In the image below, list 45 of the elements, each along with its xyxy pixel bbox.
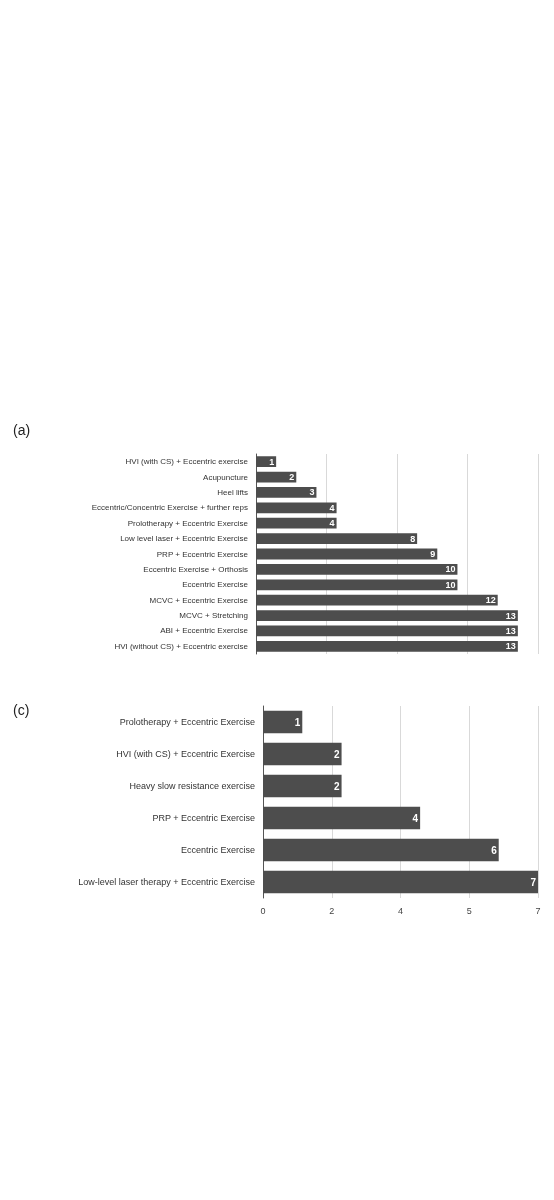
y-tick-label: Low-level laser therapy + Eccentric Exercise (78, 877, 255, 887)
data-label: 6 (491, 844, 498, 856)
data-label: 2 (289, 472, 295, 483)
text: (c) (13, 702, 30, 718)
x-tick-label: 4 (397, 905, 404, 916)
y-tick-label: Prolotherapy + Eccentric Exercise (127, 518, 249, 528)
data-label: 10 (445, 564, 456, 575)
y-tick-label: PRP + Eccentric Exercise (152, 813, 255, 823)
data-label: 8 (410, 533, 416, 544)
y-tick-label: HVI (with CS) + Eccentric Exercise (116, 749, 255, 759)
x-tick-label: 7 (535, 905, 541, 916)
x-tick-label: 2 (329, 905, 335, 916)
data-label: 4 (329, 518, 335, 529)
x-tick-label: 5 (466, 905, 472, 916)
data-label: 13 (505, 610, 516, 621)
data-label: 4 (329, 502, 335, 513)
data-label: 7 (530, 876, 537, 888)
data-label: 1 (269, 456, 275, 467)
y-tick-label: Prolotherapy + Eccentric Exercise (119, 717, 255, 727)
data-label: 13 (505, 625, 516, 636)
y-tick-label: Low level laser + Eccentric Exercise (120, 534, 249, 544)
y-tick-label: MCVC + Stretching (179, 611, 248, 621)
data-label: 1 (294, 716, 301, 728)
y-tick-label: Eccentric Exercise (182, 580, 249, 590)
y-tick-label: Heavy slow resistance exercise (129, 781, 255, 791)
y-tick-label: Eccentric/Concentric Exercise + further reps (91, 503, 248, 513)
data-label: 13 (505, 641, 516, 652)
y-tick-label: PRP + Eccentric Exercise (156, 549, 249, 559)
data-label: 12 (485, 595, 496, 606)
y-tick-label: MCVC + Eccentric Exercise (149, 595, 249, 605)
y-tick-label: HVI (with CS) + Eccentric exercise (125, 457, 249, 467)
data-label: 9 (430, 549, 436, 559)
y-tick-label: Eccentric Exercise (180, 845, 255, 855)
y-tick-label: ABI + Eccentric Exercise (160, 626, 249, 636)
text: (a) (13, 422, 31, 438)
y-tick-label: HVI (without CS) + Eccentric exercise (114, 641, 249, 651)
y-tick-label: Eccentric Exercise + Orthosis (143, 564, 248, 574)
data-label: 4 (412, 812, 419, 824)
data-label: 2 (334, 748, 341, 760)
data-label: 3 (309, 487, 315, 498)
y-tick-label: Heel lifts (217, 487, 248, 497)
x-tick-label: 0 (260, 905, 266, 916)
y-tick-label: Acupuncture (203, 472, 249, 482)
data-label: 10 (445, 579, 456, 590)
data-label: 2 (334, 780, 341, 792)
